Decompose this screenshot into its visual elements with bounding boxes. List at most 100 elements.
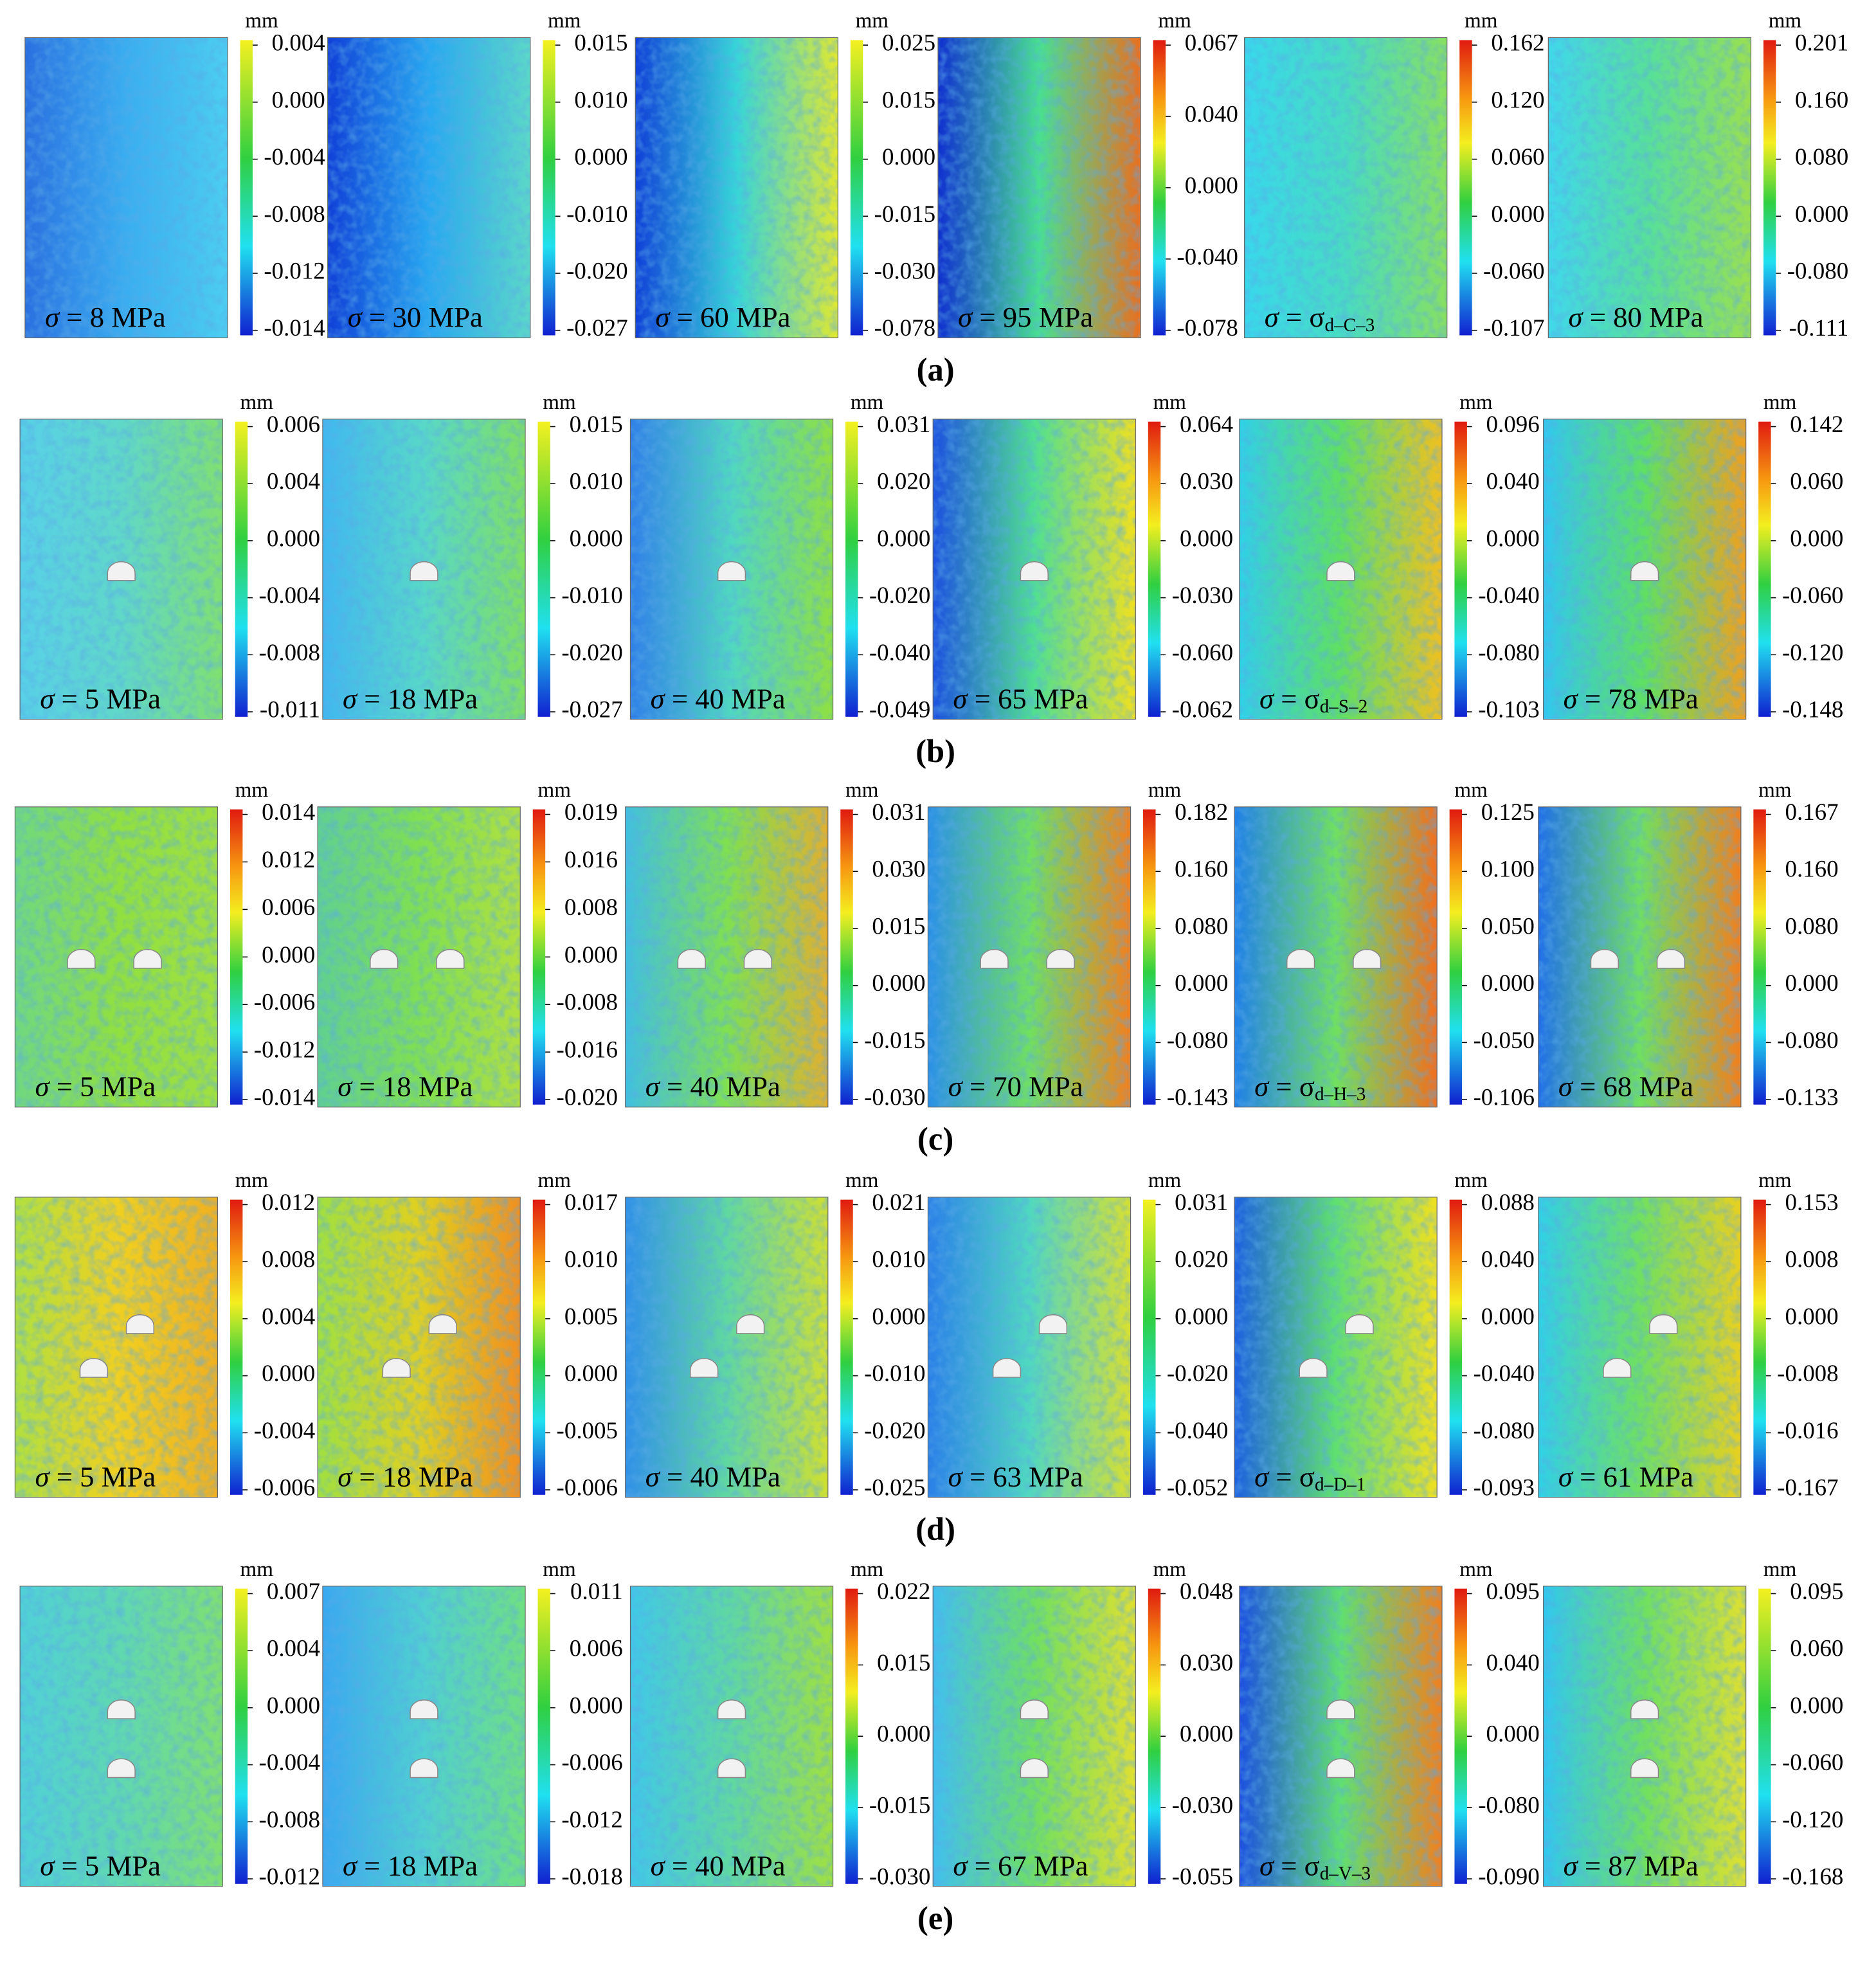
stress-label: σ = 18 MPa (343, 1850, 478, 1882)
colorbar-tick-label: 0.050 (1481, 912, 1535, 939)
colorbar-unit: mm (240, 391, 274, 414)
colorbar (1753, 1199, 1766, 1495)
colorbar-tick-label: 0.015 (872, 912, 925, 939)
stress-label: σ = 63 MPa (948, 1461, 1083, 1493)
stress-symbol: σ (1564, 683, 1579, 715)
colorbar-tick-label: 0.031 (872, 799, 925, 825)
stress-symbol: σ (348, 301, 363, 333)
stress-value: = 60 MPa (677, 301, 791, 333)
colorbar-tick-label: 0.000 (1785, 970, 1838, 996)
colorbar-tick-label: -0.030 (1172, 1792, 1233, 1818)
colorbar-tick-label: 0.000 (564, 1360, 618, 1386)
colorbar (532, 809, 546, 1105)
colorbar-tick-label: 0.006 (570, 1635, 623, 1662)
colorbar (1753, 809, 1766, 1105)
colorbar-tick-label: -0.004 (259, 1749, 320, 1775)
colorbar-tick-label: -0.005 (557, 1417, 618, 1444)
colorbar-unit: mm (845, 1169, 879, 1192)
panel: σ = 65 MPa mm0.064 0.030 0.000 -0.030 -0.060 -… (932, 391, 1233, 723)
opening (717, 561, 746, 581)
stress-value: = 40 MPa (672, 683, 786, 715)
colorbar-tick-label: 0.030 (1180, 1649, 1233, 1676)
colorbar-tick-label: 0.000 (872, 1303, 925, 1329)
stress-symbol: σ (953, 1850, 968, 1882)
stress-symbol: σ (1568, 301, 1583, 333)
stress-symbol: σ (343, 683, 358, 715)
speckle-texture (1538, 806, 1741, 1107)
colorbar-tick-label: -0.004 (259, 582, 320, 608)
opening (1326, 1699, 1355, 1719)
field-border (1244, 37, 1448, 338)
colorbar-tick-label: 0.167 (1785, 799, 1838, 825)
field-border (1542, 1586, 1747, 1887)
colorbar-tick-label: -0.020 (869, 582, 930, 608)
opening (1020, 1758, 1049, 1779)
colorbar-unit: mm (1454, 779, 1488, 802)
colorbar-unit: mm (1459, 391, 1493, 414)
colorbar-tick-label: 0.142 (1790, 411, 1843, 437)
colorbar-tick-label: -0.143 (1167, 1084, 1228, 1110)
colorbar-tick-label: -0.060 (1782, 582, 1843, 608)
colorbar-unit: mm (856, 10, 889, 33)
colorbar-tick-label: 0.000 (267, 525, 320, 551)
colorbar (532, 1199, 546, 1495)
colorbar-tick-label: -0.062 (1172, 696, 1233, 723)
field-border (927, 1197, 1132, 1498)
stress-value: = 18 MPa (364, 1850, 478, 1882)
colorbar-tick-label: 0.040 (1486, 1649, 1540, 1676)
colorbar-tick-label: 0.000 (1175, 1303, 1228, 1329)
speckle-texture (24, 37, 228, 338)
colorbar-tick-label: 0.010 (564, 1246, 618, 1272)
field-border (1239, 419, 1443, 720)
opening (370, 948, 399, 969)
stress-value: = 8 MPa (66, 301, 166, 333)
opening (1020, 1699, 1049, 1719)
opening (107, 1758, 136, 1779)
colorbar-tick-label: -0.004 (264, 143, 325, 170)
colorbar (840, 1199, 853, 1495)
colorbar-unit: mm (1148, 779, 1182, 802)
colorbar-unit: mm (1459, 1558, 1493, 1581)
stress-symbol: σ (338, 1461, 353, 1493)
field-border (629, 419, 834, 720)
colorbar-tick-label: 0.021 (872, 1189, 925, 1215)
colorbar-tick-label: -0.167 (1777, 1474, 1838, 1501)
stress-value: = 40 MPa (667, 1461, 780, 1493)
colorbar-tick-label: -0.012 (254, 1037, 315, 1063)
colorbar-tick-label: 0.000 (272, 86, 325, 113)
colorbar-tick-label: 0.096 (1486, 411, 1540, 437)
opening (1299, 1357, 1328, 1378)
colorbar (1459, 40, 1472, 336)
colorbar (537, 1588, 550, 1884)
colorbar-tick-label: 0.004 (267, 468, 320, 494)
stress-label: σ = 8 MPa (45, 301, 166, 333)
panel: σ = 18 MPa mm0.017 0.010 0.005 0.000 -0.005 -0… (317, 1169, 618, 1501)
colorbar-tick-label: 0.000 (262, 941, 315, 968)
stress-symbol: σ (40, 683, 55, 715)
stress-value: = 87 MPa (1585, 1850, 1699, 1882)
colorbar-tick-label: 0.000 (1491, 201, 1544, 227)
colorbar-tick-label: 0.030 (1180, 468, 1233, 494)
field-border (14, 1197, 219, 1498)
colorbar-tick-label: 0.160 (1785, 856, 1838, 882)
colorbar-tick-label: -0.060 (1172, 639, 1233, 666)
stress-label: σ = σd–D–1 (1254, 1461, 1366, 1495)
colorbar (845, 421, 858, 717)
stress-value: = 5 MPa (62, 1850, 161, 1882)
field-border (19, 1586, 223, 1887)
colorbar-tick-label: 0.014 (262, 799, 315, 825)
opening (1656, 948, 1686, 969)
colorbar-tick-label: 0.000 (1785, 1303, 1838, 1329)
colorbar-tick-label: 0.040 (1486, 468, 1540, 494)
colorbar-tick-label: 0.000 (877, 525, 930, 551)
colorbar-tick-label: -0.040 (1177, 243, 1238, 269)
panel: σ = 18 MPa mm0.015 0.010 0.000 -0.010 -0.020 -… (322, 391, 623, 723)
colorbar-tick-label: -0.030 (1172, 582, 1233, 608)
colorbar-tick-label: -0.080 (1478, 639, 1539, 666)
colorbar-tick-label: 0.015 (877, 1649, 930, 1676)
colorbar-tick-label: 0.017 (564, 1189, 618, 1215)
stress-value: = 30 MPa (369, 301, 483, 333)
panel: σ = 30 MPa mm0.015 0.010 0.000 -0.010 -0.020 -… (327, 10, 628, 341)
colorbar (1763, 40, 1776, 336)
opening (1326, 1758, 1355, 1779)
